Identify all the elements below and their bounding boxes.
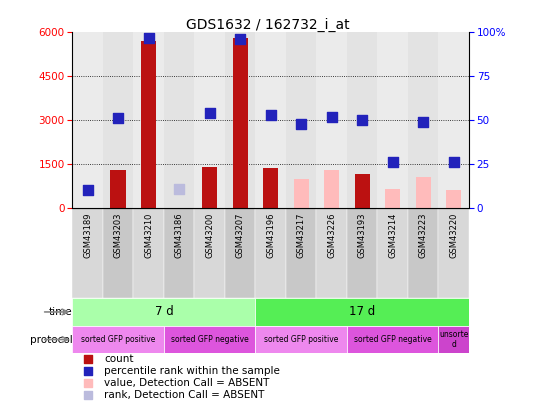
Bar: [438, 208, 469, 298]
Point: [175, 185, 183, 192]
Bar: [72, 208, 103, 298]
Text: GSM43193: GSM43193: [358, 212, 367, 258]
Point: [389, 159, 397, 166]
Bar: [133, 208, 164, 298]
Bar: [385, 189, 400, 208]
Point: [411, 211, 419, 218]
Text: percentile rank within the sample: percentile rank within the sample: [104, 366, 280, 376]
Bar: [263, 168, 278, 208]
Text: GSM43203: GSM43203: [114, 212, 123, 258]
Text: sorted GFP positive: sorted GFP positive: [81, 335, 155, 344]
Bar: [110, 170, 126, 208]
Bar: [347, 326, 438, 353]
Bar: [225, 208, 256, 298]
Point: [114, 115, 122, 122]
Point: [411, 320, 419, 326]
Text: sorted GFP negative: sorted GFP negative: [171, 335, 249, 344]
Text: GSM43189: GSM43189: [83, 212, 92, 258]
Bar: [286, 32, 316, 208]
Point: [83, 187, 92, 194]
Bar: [233, 38, 248, 208]
Text: GSM43210: GSM43210: [144, 212, 153, 258]
Point: [450, 159, 458, 166]
Text: GSM43186: GSM43186: [175, 212, 184, 258]
Text: rank, Detection Call = ABSENT: rank, Detection Call = ABSENT: [104, 390, 264, 400]
Text: unsorte
d: unsorte d: [439, 330, 468, 349]
Text: GSM43220: GSM43220: [449, 212, 458, 258]
Point: [327, 113, 336, 120]
Bar: [286, 208, 316, 298]
Bar: [202, 167, 217, 208]
Bar: [324, 170, 339, 208]
Text: time: time: [49, 307, 72, 317]
Bar: [446, 190, 461, 208]
Bar: [256, 326, 347, 353]
Bar: [347, 32, 377, 208]
Bar: [408, 32, 438, 208]
Bar: [103, 32, 133, 208]
Point: [411, 103, 419, 110]
Text: GSM43200: GSM43200: [205, 212, 214, 258]
Bar: [256, 32, 286, 208]
Bar: [72, 298, 256, 326]
Bar: [316, 32, 347, 208]
Bar: [164, 326, 256, 353]
Bar: [256, 208, 286, 298]
Text: GSM43196: GSM43196: [266, 212, 275, 258]
Text: GDS1632 / 162732_i_at: GDS1632 / 162732_i_at: [186, 18, 350, 32]
Bar: [133, 32, 164, 208]
Text: GSM43223: GSM43223: [419, 212, 428, 258]
Text: sorted GFP negative: sorted GFP negative: [354, 335, 431, 344]
Point: [419, 119, 428, 125]
Bar: [164, 208, 195, 298]
Bar: [141, 41, 157, 208]
Bar: [438, 326, 469, 353]
Text: GSM43226: GSM43226: [327, 212, 336, 258]
Bar: [294, 179, 309, 208]
Bar: [195, 208, 225, 298]
Bar: [415, 177, 431, 208]
Point: [236, 36, 244, 43]
Bar: [72, 32, 103, 208]
Text: count: count: [104, 354, 133, 364]
Point: [266, 112, 275, 118]
Point: [205, 110, 214, 116]
Bar: [438, 32, 469, 208]
Bar: [377, 208, 408, 298]
Bar: [256, 298, 469, 326]
Bar: [195, 32, 225, 208]
Bar: [377, 32, 408, 208]
Point: [144, 34, 153, 41]
Bar: [408, 208, 438, 298]
Point: [297, 120, 306, 127]
Text: 17 d: 17 d: [349, 305, 375, 318]
Text: GSM43207: GSM43207: [236, 212, 244, 258]
Text: value, Detection Call = ABSENT: value, Detection Call = ABSENT: [104, 378, 270, 388]
Bar: [103, 208, 133, 298]
Bar: [225, 32, 256, 208]
Bar: [355, 174, 370, 208]
Point: [411, 0, 419, 2]
Bar: [347, 208, 377, 298]
Bar: [316, 208, 347, 298]
Text: sorted GFP positive: sorted GFP positive: [264, 335, 338, 344]
Bar: [164, 32, 195, 208]
Text: GSM43217: GSM43217: [297, 212, 306, 258]
Text: GSM43214: GSM43214: [388, 212, 397, 258]
Text: protocol: protocol: [29, 335, 72, 345]
Bar: [72, 326, 164, 353]
Text: 7 d: 7 d: [154, 305, 173, 318]
Point: [358, 117, 367, 124]
